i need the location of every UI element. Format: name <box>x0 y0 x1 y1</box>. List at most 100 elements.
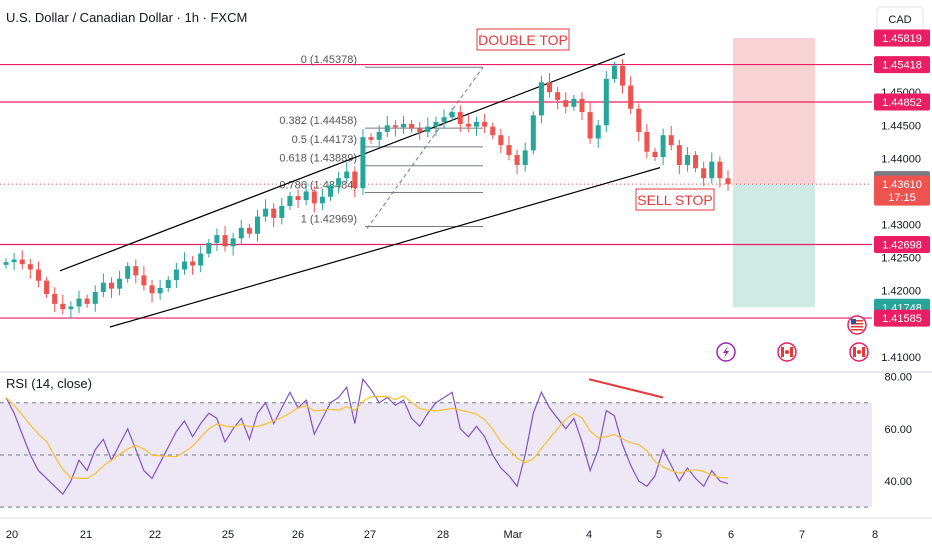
candle-body-83 <box>676 145 682 165</box>
candle-body-19 <box>157 287 163 294</box>
candle-body-4 <box>35 269 41 281</box>
candle-body-32 <box>263 208 269 217</box>
candle-body-57 <box>465 123 471 127</box>
candle-body-17 <box>141 275 147 286</box>
canada-flag-icon[interactable] <box>849 342 869 362</box>
channel-upper-line <box>59 53 626 272</box>
event-icons[interactable] <box>716 315 869 362</box>
candle-body-77 <box>628 85 634 109</box>
candle-body-64 <box>522 150 528 165</box>
candle-body-60 <box>490 126 496 136</box>
currency-label: CAD <box>888 14 911 26</box>
callouts: DOUBLE TOP SELL STOP <box>476 28 715 211</box>
rsi-y-tick-2: 40.00 <box>884 476 912 488</box>
rsi-y-tick-0: 80.00 <box>884 372 912 384</box>
candle-body-28 <box>230 238 236 247</box>
candle-body-15 <box>125 266 131 279</box>
candle-body-85 <box>693 155 699 169</box>
candle-body-58 <box>474 121 480 127</box>
canada-flag-icon[interactable] <box>777 342 797 362</box>
candle-body-43 <box>352 171 358 189</box>
price-tags: 1.458191.454181.448521.436791.4361017:15… <box>874 29 930 327</box>
rsi-title: RSI (14, close) <box>6 376 92 391</box>
target-zone <box>733 184 815 308</box>
candle-body-42 <box>344 171 350 179</box>
x-tick-2: 22 <box>149 529 161 541</box>
ascending-channel <box>59 53 661 328</box>
y-tick-1: 1.42000 <box>881 286 921 298</box>
candlesticks <box>3 59 731 319</box>
us-flag-stripe-2 <box>851 326 863 328</box>
candle-body-69 <box>563 100 569 107</box>
fib-label-5: 1 (1.42969) <box>301 214 357 226</box>
us-flag-icon[interactable] <box>847 315 867 335</box>
fib-label-1: 0.382 (1.44458) <box>279 115 357 127</box>
candle-body-48 <box>392 125 398 128</box>
x-tick-0: 20 <box>6 529 18 541</box>
price-tag-time-4: 17:15 <box>888 192 916 204</box>
candle-body-79 <box>644 131 650 152</box>
x-tick-9: 5 <box>656 529 662 541</box>
candle-body-49 <box>400 123 407 128</box>
horizontal-levels <box>0 63 872 319</box>
x-tick-6: 28 <box>437 529 449 541</box>
candle-body-24 <box>198 253 204 266</box>
y-tick-5: 1.44500 <box>881 120 921 132</box>
time-axis[interactable]: 20 21 22 25 26 27 28 Mar 4 5 6 7 8 <box>0 517 932 541</box>
x-tick-1: 21 <box>80 529 92 541</box>
candle-body-46 <box>376 131 382 140</box>
currency-button[interactable]: CAD <box>876 6 924 32</box>
candle-body-52 <box>425 126 431 132</box>
x-tick-7: Mar <box>504 529 523 541</box>
rsi-ma-line <box>5 395 729 479</box>
x-tick-11: 7 <box>799 529 805 541</box>
price-tag-box-7 <box>874 309 930 327</box>
us-flag-stripe-1 <box>851 323 863 325</box>
candle-body-3 <box>27 264 33 270</box>
lightning-icon[interactable] <box>716 342 736 362</box>
double-top-box <box>476 28 570 51</box>
candle-body-16 <box>133 266 139 276</box>
fib-label-3: 0.618 (1.43889) <box>279 153 357 165</box>
rsi-pane: RSI (14, close) 80.00 60.00 40.00 <box>0 372 912 508</box>
candle-body-61 <box>498 135 504 146</box>
candle-body-1 <box>11 259 17 263</box>
price-tag-box-2 <box>874 93 930 111</box>
lightning-icon-bolt <box>723 346 729 358</box>
candle-body-12 <box>100 282 106 292</box>
candle-body-10 <box>84 298 90 304</box>
candle-body-78 <box>636 108 642 132</box>
candle-body-29 <box>238 227 244 239</box>
price-tag-box-4 <box>874 175 930 206</box>
candle-body-41 <box>336 178 342 186</box>
ca-flag-leaf <box>857 350 861 354</box>
candle-body-18 <box>149 285 155 294</box>
candle-body-20 <box>165 280 171 288</box>
price-tag-0: 1.45819 <box>882 33 922 45</box>
chart-title: U.S. Dollar / Canadian Dollar · 1h · FXC… <box>6 10 247 25</box>
candle-body-89 <box>725 178 731 185</box>
us-flag-canton <box>851 319 856 324</box>
candle-body-50 <box>409 123 415 129</box>
x-tick-10: 6 <box>728 529 734 541</box>
candle-body-27 <box>222 235 228 247</box>
candle-body-6 <box>52 293 58 304</box>
candle-body-88 <box>717 161 723 179</box>
channel-lower-line <box>109 167 661 328</box>
x-tick-12: 8 <box>872 529 878 541</box>
ca-flag-left <box>781 347 784 357</box>
stop-zone <box>733 38 815 185</box>
candle-body-40 <box>327 185 334 197</box>
rsi-line <box>5 377 729 496</box>
candle-body-72 <box>587 112 593 139</box>
candle-body-59 <box>482 121 488 127</box>
candle-body-76 <box>620 65 626 86</box>
candle-body-2 <box>19 259 25 265</box>
price-tag-7: 1.41585 <box>882 313 922 325</box>
y-tick-3: 1.43000 <box>881 219 921 231</box>
position-zones <box>733 38 815 308</box>
candle-body-51 <box>417 128 423 132</box>
candle-body-0 <box>3 262 9 265</box>
